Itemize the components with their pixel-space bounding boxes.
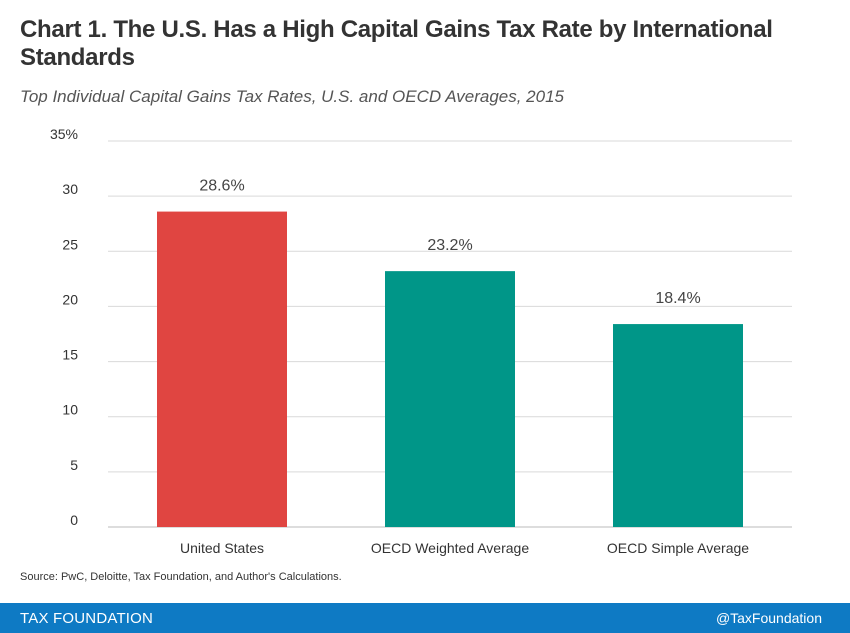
- y-tick-label: 0: [70, 512, 78, 528]
- data-labels: 28.6% 23.2% 18.4%: [199, 178, 700, 307]
- y-tick-label: 5: [70, 457, 78, 473]
- chart-subtitle: Top Individual Capital Gains Tax Rates, …: [20, 87, 564, 106]
- footer-brand: TAX FOUNDATION: [20, 610, 154, 627]
- x-axis-categories: United States OECD Weighted Average OECD S…: [180, 540, 749, 556]
- bars: [157, 211, 743, 527]
- x-category-label: OECD Weighted Average: [371, 540, 529, 556]
- footer-handle: @TaxFoundation: [715, 610, 822, 626]
- x-category-label: United States: [180, 540, 264, 556]
- bar: [613, 324, 743, 527]
- y-tick-label: 15: [62, 347, 78, 363]
- bar: [157, 211, 287, 527]
- source-note: Source: PwC, Deloitte, Tax Foundation, a…: [20, 571, 342, 583]
- y-tick-label: 25: [62, 236, 78, 252]
- chart-title: Chart 1. The U.S. Has a High Capital Gai…: [20, 16, 773, 71]
- x-category-label: OECD Simple Average: [607, 540, 749, 556]
- data-label: 18.4%: [655, 290, 700, 307]
- y-tick-label: 35%: [50, 126, 78, 142]
- footer-bar: TAX FOUNDATION @TaxFoundation: [0, 603, 850, 633]
- data-label: 28.6%: [199, 178, 244, 195]
- bar-chart: 0 5 10 15 20 25 30 35% 28.6% 23.2% 18.4% United S…: [50, 126, 792, 556]
- y-axis-ticks: 0 5 10 15 20 25 30 35%: [50, 126, 78, 528]
- y-tick-label: 10: [62, 402, 78, 418]
- bar: [385, 271, 515, 527]
- data-label: 23.2%: [427, 237, 472, 254]
- y-tick-label: 20: [62, 291, 78, 307]
- y-tick-label: 30: [62, 181, 78, 197]
